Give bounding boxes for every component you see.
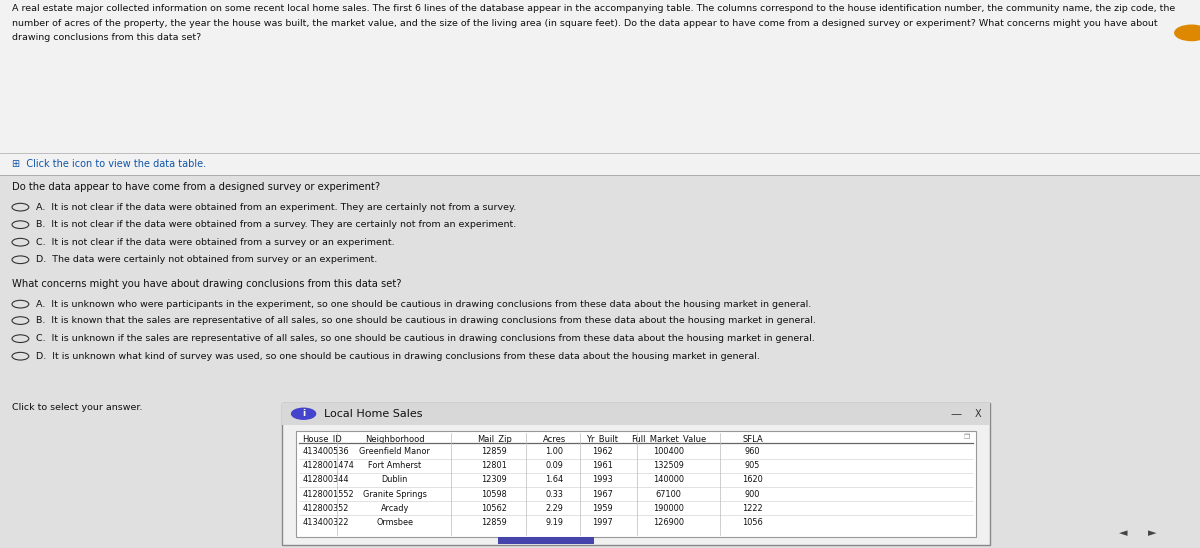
- Text: ◄: ◄: [1118, 528, 1128, 538]
- Text: D.  It is unknown what kind of survey was used, so one should be cautious in dra: D. It is unknown what kind of survey was…: [36, 352, 760, 361]
- Text: 413400536: 413400536: [302, 447, 349, 456]
- Text: Yr_Built: Yr_Built: [587, 435, 618, 443]
- Text: A real estate major collected information on some recent local home sales. The f: A real estate major collected informatio…: [12, 4, 1175, 13]
- FancyBboxPatch shape: [0, 0, 1200, 153]
- Text: 0.09: 0.09: [546, 461, 563, 470]
- Text: 12309: 12309: [481, 476, 508, 484]
- Text: 960: 960: [745, 447, 760, 456]
- Text: 1056: 1056: [742, 518, 763, 527]
- Text: A.  It is unknown who were participants in the experiment, so one should be caut: A. It is unknown who were participants i…: [36, 300, 811, 309]
- Text: Greenfield Manor: Greenfield Manor: [359, 447, 431, 456]
- Text: 12859: 12859: [481, 447, 508, 456]
- Text: 1962: 1962: [592, 447, 613, 456]
- Text: Click to select your answer.: Click to select your answer.: [12, 403, 143, 412]
- Text: Acres: Acres: [542, 435, 566, 443]
- FancyBboxPatch shape: [0, 153, 1200, 175]
- Text: X: X: [974, 409, 982, 419]
- Text: ►: ►: [1147, 528, 1157, 538]
- Text: 67100: 67100: [655, 489, 682, 499]
- Text: Do the data appear to have come from a designed survey or experiment?: Do the data appear to have come from a d…: [12, 182, 380, 192]
- Circle shape: [292, 408, 316, 419]
- Text: 126900: 126900: [653, 518, 684, 527]
- Text: Fort Amherst: Fort Amherst: [368, 461, 421, 470]
- FancyBboxPatch shape: [282, 403, 990, 425]
- Text: Granite Springs: Granite Springs: [362, 489, 427, 499]
- Text: Arcady: Arcady: [380, 504, 409, 512]
- Text: number of acres of the property, the year the house was built, the market value,: number of acres of the property, the yea…: [12, 19, 1158, 27]
- Text: B.  It is not clear if the data were obtained from a survey. They are certainly : B. It is not clear if the data were obta…: [36, 220, 516, 229]
- Text: Dublin: Dublin: [382, 476, 408, 484]
- Text: 1967: 1967: [592, 489, 613, 499]
- Text: 12859: 12859: [481, 518, 508, 527]
- Text: 1620: 1620: [742, 476, 763, 484]
- Text: 1.64: 1.64: [545, 476, 564, 484]
- Text: 132509: 132509: [653, 461, 684, 470]
- Text: 1222: 1222: [742, 504, 763, 512]
- Text: Mail_Zip: Mail_Zip: [476, 435, 512, 443]
- Text: 900: 900: [745, 489, 760, 499]
- Text: ❐: ❐: [964, 434, 970, 440]
- Circle shape: [1175, 25, 1200, 41]
- Text: 2.29: 2.29: [546, 504, 563, 512]
- Text: 1961: 1961: [592, 461, 613, 470]
- FancyBboxPatch shape: [296, 431, 976, 537]
- Text: 1959: 1959: [592, 504, 613, 512]
- Text: —: —: [950, 409, 962, 419]
- Text: 1.00: 1.00: [545, 447, 564, 456]
- Text: What concerns might you have about drawing conclusions from this data set?: What concerns might you have about drawi…: [12, 279, 402, 289]
- Text: D.  The data were certainly not obtained from survey or an experiment.: D. The data were certainly not obtained …: [36, 255, 377, 264]
- FancyBboxPatch shape: [282, 403, 990, 545]
- Text: 4128001552: 4128001552: [302, 489, 354, 499]
- Text: 10598: 10598: [481, 489, 508, 499]
- Text: 905: 905: [745, 461, 760, 470]
- Text: i: i: [302, 409, 305, 418]
- Text: 0.33: 0.33: [546, 489, 563, 499]
- Text: C.  It is unknown if the sales are representative of all sales, so one should be: C. It is unknown if the sales are repres…: [36, 334, 815, 343]
- Text: 412800352: 412800352: [302, 504, 349, 512]
- Text: ⊞  Click the icon to view the data table.: ⊞ Click the icon to view the data table.: [12, 159, 206, 169]
- Text: B.  It is known that the sales are representative of all sales, so one should be: B. It is known that the sales are repres…: [36, 316, 816, 325]
- Text: SFLA: SFLA: [742, 435, 763, 443]
- Text: 412800344: 412800344: [302, 476, 349, 484]
- FancyBboxPatch shape: [498, 537, 594, 544]
- Text: C.  It is not clear if the data were obtained from a survey or an experiment.: C. It is not clear if the data were obta…: [36, 238, 395, 247]
- Text: 190000: 190000: [653, 504, 684, 512]
- Text: drawing conclusions from this data set?: drawing conclusions from this data set?: [12, 33, 202, 42]
- Text: Full_Market_Value: Full_Market_Value: [631, 435, 706, 443]
- Text: 413400322: 413400322: [302, 518, 349, 527]
- Text: 12801: 12801: [481, 461, 508, 470]
- Text: 10562: 10562: [481, 504, 508, 512]
- Text: 1993: 1993: [592, 476, 613, 484]
- Text: A.  It is not clear if the data were obtained from an experiment. They are certa: A. It is not clear if the data were obta…: [36, 203, 516, 212]
- Text: Local Home Sales: Local Home Sales: [324, 409, 422, 419]
- FancyBboxPatch shape: [0, 175, 1200, 548]
- Text: Neighborhood: Neighborhood: [365, 435, 425, 443]
- Text: 9.19: 9.19: [545, 518, 564, 527]
- Text: 140000: 140000: [653, 476, 684, 484]
- Text: 4128001474: 4128001474: [302, 461, 354, 470]
- Text: House_ID: House_ID: [302, 435, 342, 443]
- Text: 100400: 100400: [653, 447, 684, 456]
- Text: 1997: 1997: [592, 518, 613, 527]
- Text: Ormsbee: Ormsbee: [377, 518, 413, 527]
